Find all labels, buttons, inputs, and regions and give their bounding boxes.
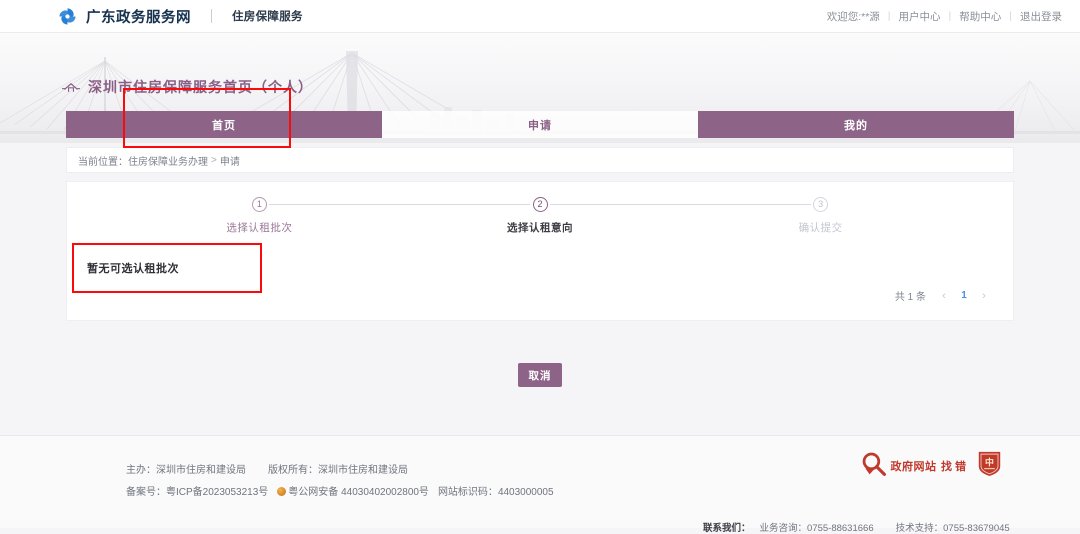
tab-mine-label: 我的 [844,119,868,132]
pagination-page-1[interactable]: 1 [961,290,967,301]
step-2-label: 选择认租意向 [507,222,573,234]
step-connector-2 [550,204,811,205]
breadcrumb-separator: > [211,154,217,166]
cancel-button[interactable]: 取消 [518,363,562,387]
gov-badge-line2: 找错 [941,460,969,473]
gov-website-error-badge[interactable]: 政府网站 找错 [861,451,969,481]
pagination-total: 共 1 条 [894,292,926,303]
step-2-number: 2 [532,197,548,212]
help-center-link[interactable]: 帮助中心 [959,10,1002,23]
main-nav-tabs: 首页 申请 我的 [66,111,1014,138]
pagination-prev-button[interactable]: ‹ [942,289,946,302]
breadcrumb-prefix: 当前位置： [78,156,128,168]
brand[interactable]: 广东政务服务网 住房保障服务 [58,6,303,27]
logout-link[interactable]: 退出登录 [1020,10,1062,23]
footer-support-phone: 0755-83679045 [943,523,1010,534]
page-banner: 深圳市住房保障服务首页（个人） 首页 申请 我的 [0,33,1080,143]
gov-badge-line1: 政府网站 [890,460,937,473]
breadcrumb-current: 申请 [219,156,240,168]
top-header: 广东政务服务网 住房保障服务 欢迎您:**源 | 用户中心 | 帮助中心 | 退… [0,0,1080,33]
step-select-intent[interactable]: 2 选择认租意向 [400,197,811,235]
footer-contact-line: 联系我们： 业务咨询：0755-88631666 技术支持：0755-8367904… [703,520,1010,534]
pagination: 共 1 条 ‹ 1 › [894,288,991,304]
footer-copyright-value: 深圳市住房和建设局 [318,465,408,476]
footer-contact-label: 联系我们： [703,523,751,534]
home-icon [62,80,80,94]
tab-mine[interactable]: 我的 [698,111,1014,138]
banner-heading: 深圳市住房保障服务首页（个人） [62,77,313,97]
brand-subtitle: 住房保障服务 [232,11,303,23]
empty-state-message: 暂无可选认租批次 [87,263,179,275]
user-center-link[interactable]: 用户中心 [898,10,941,23]
header-user-area: 欢迎您:**源 | 用户中心 | 帮助中心 | 退出登录 [827,9,1062,24]
footer-icp-value[interactable]: 粤ICP备2023053213号 [166,487,269,498]
footer-host-label: 主办： [126,465,156,476]
footer-record-line: 备案号：粤ICP备2023053213号 粤公网安备 44030402002800… [126,483,554,498]
footer-icp-label: 备案号： [126,487,166,498]
step-3-label: 确认提交 [798,222,843,234]
stepper-row: 1 选择认租批次 2 选择认租意向 3 确认提交 [119,197,961,235]
police-emblem-badge[interactable]: 中 [977,450,1002,482]
header-sep-3: | [1009,10,1012,22]
brand-title: 广东政务服务网 [86,9,191,26]
step-1-number: 1 [251,197,267,212]
tab-home-label: 首页 [212,119,236,132]
svg-text:中: 中 [985,456,994,467]
footer-gongan-value[interactable]: 粤公网安备 44030402002800号 [288,487,429,498]
footer-host-value: 深圳市住房和建设局 [156,465,246,476]
brand-divider [211,9,212,23]
action-bar: 取消 [0,363,1080,387]
step-1-label: 选择认租批次 [226,222,293,234]
breadcrumb-parent[interactable]: 住房保障业务办理 [128,156,208,168]
progress-stepper: 1 选择认租批次 2 选择认租意向 3 确认提交 [119,197,961,243]
welcome-text: 欢迎您:**源 [826,10,880,23]
footer-support-label: 技术支持： [895,523,944,534]
tab-apply[interactable]: 申请 [382,111,698,138]
header-sep-1: | [887,10,891,22]
page-title: 深圳市住房保障服务首页（个人） [88,79,313,95]
step-connector-1 [269,204,530,205]
gov-badge-text: 政府网站 找错 [891,458,969,475]
main-content-card: 1 选择认租批次 2 选择认租意向 3 确认提交 暂无可选认租批次 共 1 条 … [66,181,1014,321]
footer-org-line: 主办：深圳市住房和建设局 版权所有：深圳市住房和建设局 [126,461,408,476]
pinwheel-logo-icon [58,7,77,26]
tab-home[interactable]: 首页 [66,111,382,138]
footer-badges: 政府网站 找错 中 [861,450,1002,482]
footer-copyright-label: 版权所有： [268,465,318,476]
footer-business-phone: 0755-88631666 [807,523,874,534]
footer-site-id-value: 4403000005 [497,487,554,498]
police-badge-icon [277,487,287,496]
step-confirm-submit: 3 确认提交 [680,197,961,235]
step-3-number: 3 [813,197,829,212]
tab-apply-label: 申请 [528,119,552,132]
step-select-batch[interactable]: 1 选择认租批次 [119,197,530,235]
footer-site-id-label: 网站标识码： [437,487,498,498]
magnifier-icon [861,451,887,482]
footer-business-label: 业务咨询： [759,523,808,534]
pagination-next-button[interactable]: › [982,289,986,302]
header-sep-2: | [948,10,952,22]
breadcrumb: 当前位置： 住房保障业务办理 > 申请 [66,147,1014,173]
